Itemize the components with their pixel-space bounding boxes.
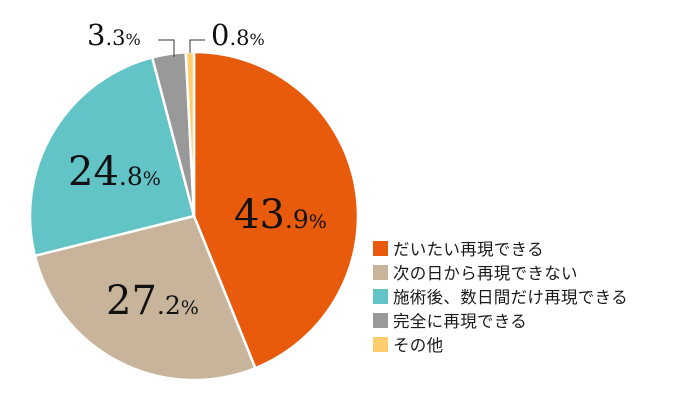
data-label-slice-0: 43.9% — [234, 192, 327, 238]
legend-item-fully-reproducible: 完全に再現できる — [373, 308, 628, 332]
legend: だいたい再現できる 次の日から再現できない 施術後、数日間だけ再現できる 完全に… — [373, 236, 628, 356]
legend-label: だいたい再現できる — [393, 240, 544, 259]
pie-slice-2 — [28, 56, 196, 258]
legend-swatch-icon — [373, 312, 388, 328]
legend-label: 施術後、数日間だけ再現できる — [393, 288, 628, 307]
legend-item-not-next-day: 次の日から再現できない — [373, 260, 628, 284]
pie-slice-1 — [33, 214, 257, 382]
legend-item-few-days-only: 施術後、数日間だけ再現できる — [373, 284, 628, 308]
data-label-slice-3: 3.3% — [87, 18, 141, 52]
legend-item-other: その他 — [373, 332, 628, 356]
data-label-slice-1: 27.2% — [106, 278, 199, 324]
leader-lines — [158, 39, 205, 57]
legend-label: 完全に再現できる — [393, 312, 528, 331]
pie-slice-0 — [192, 50, 360, 370]
legend-swatch-icon — [373, 336, 388, 352]
data-label-slice-4: 0.8% — [211, 18, 265, 52]
pie-slices — [28, 50, 360, 382]
legend-label: その他 — [393, 336, 444, 355]
data-label-slice-2: 24.8% — [68, 149, 161, 195]
legend-swatch-icon — [373, 264, 388, 280]
legend-swatch-icon — [373, 240, 388, 256]
leader-line-other — [189, 39, 205, 53]
legend-item-mostly-reproducible: だいたい再現できる — [373, 236, 628, 260]
legend-swatch-icon — [373, 288, 388, 304]
legend-label: 次の日から再現できない — [393, 264, 578, 283]
leader-line-complete — [158, 39, 175, 57]
